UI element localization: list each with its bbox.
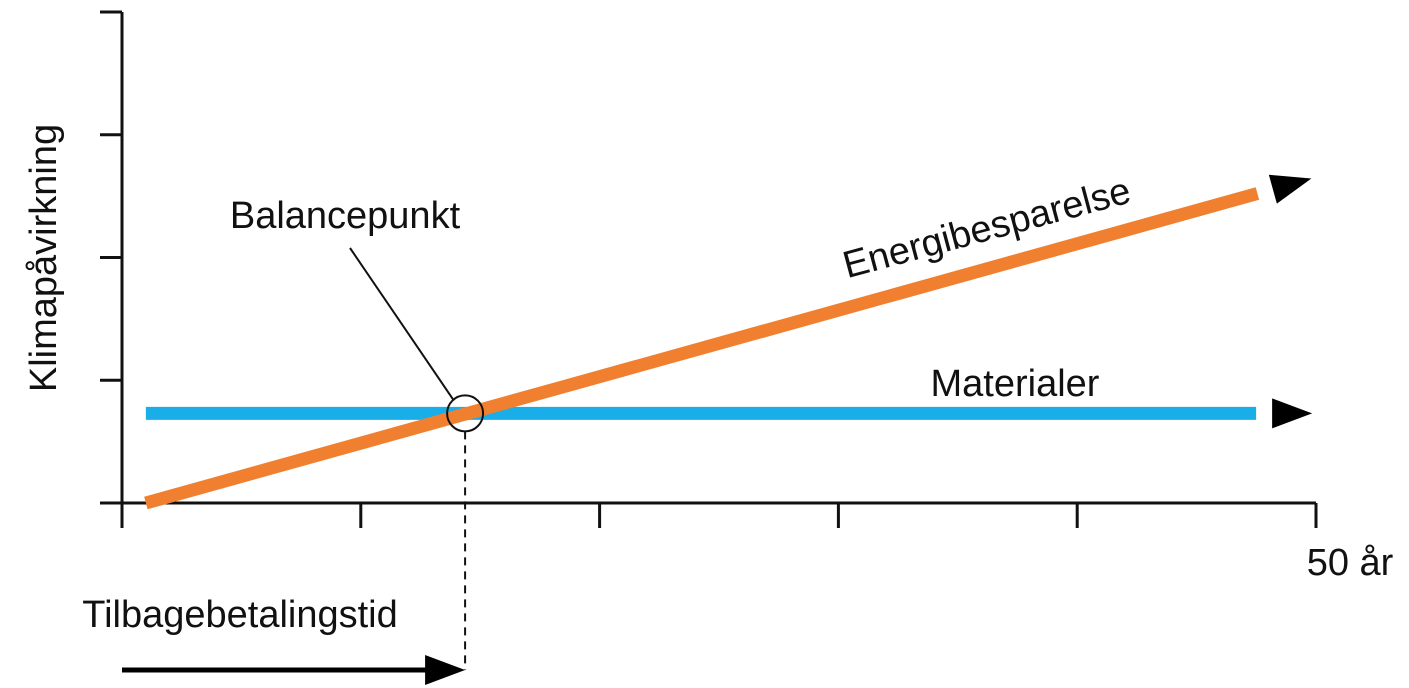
series-arrowhead-energibesparelse (1268, 174, 1312, 204)
balance-point-label: Balancepunkt (230, 195, 461, 237)
series-label-materialer: Materialer (931, 363, 1100, 405)
payback-label: Tilbagebetalingstid (82, 594, 397, 636)
y-axis-label: Klimapåvirkning (23, 124, 65, 392)
x-end-label: 50 år (1307, 542, 1394, 584)
series-arrowhead-materialer (1272, 398, 1313, 429)
series-line-energibesparelse (144, 187, 1260, 510)
balance-point-leader (349, 247, 454, 400)
y-ticks (100, 10, 122, 382)
x-ticks (120, 503, 1318, 528)
payback-arrowhead (425, 655, 466, 685)
